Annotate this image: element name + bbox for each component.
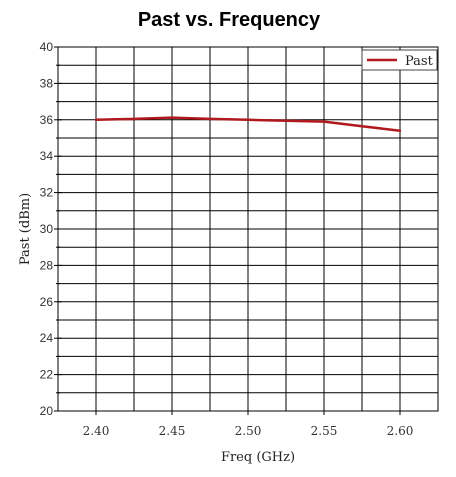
y-axis-label: Past (dBm) (18, 193, 33, 265)
y-tick-label: 40 (40, 40, 54, 54)
y-tick-label: 22 (40, 368, 54, 382)
x-tick-label: 2.40 (83, 424, 110, 438)
y-tick-label: 30 (40, 222, 54, 236)
x-tick-label: 2.50 (235, 424, 262, 438)
y-tick-label: 36 (40, 113, 54, 127)
y-tick-label: 28 (40, 258, 54, 272)
legend-box (361, 49, 438, 71)
x-tick-label: 2.55 (311, 424, 338, 438)
y-tick-label: 34 (40, 149, 54, 163)
x-axis-label: Freq (GHz) (221, 450, 295, 465)
y-tick-label: 24 (40, 331, 54, 345)
x-tick-label: 2.60 (387, 424, 414, 438)
x-tick-label: 2.45 (159, 424, 186, 438)
series-layer (94, 116, 402, 132)
y-tick-label: 32 (40, 186, 54, 200)
y-axis: 20 22 24 26 28 30 32 34 36 38 40 (40, 40, 62, 418)
y-tick-label: 20 (40, 404, 54, 418)
y-tick-label: 38 (40, 76, 54, 90)
chart-title: Past vs. Frequency (138, 9, 321, 31)
x-axis: 2.40 2.45 2.50 2.55 2.60 (83, 411, 414, 438)
y-tick-label: 26 (40, 295, 54, 309)
legend-label-past: Past (405, 54, 434, 69)
grid (58, 47, 438, 411)
legend: Past (361, 49, 438, 71)
